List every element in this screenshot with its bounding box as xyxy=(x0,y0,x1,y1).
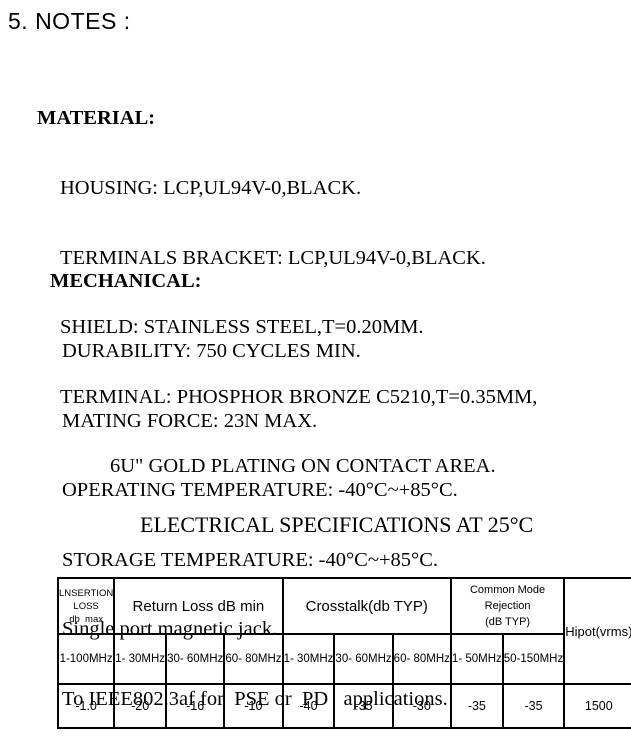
mechanical-line-durability: DURABILITY: 750 CYCLES MIN. xyxy=(62,340,361,363)
value-cell-xt2: -35 xyxy=(333,683,394,729)
mechanical-title: MECHANICAL: xyxy=(50,270,202,293)
material-line-gold-plating: 6U" GOLD PLATING ON CONTACT AREA. xyxy=(110,455,496,478)
mechanical-line-mating-force: MATING FORCE: 23N MAX. xyxy=(62,409,318,432)
freq-cell-insertion: 1-100MHz xyxy=(56,633,116,685)
header-return-loss: Return Loss dB min xyxy=(113,577,284,635)
notes-heading: 5. NOTES : xyxy=(8,8,131,34)
cmr-line1: Common Mode Rejection xyxy=(469,584,546,612)
insertion-loss-line2: LOSS xyxy=(73,600,99,612)
electrical-specs-table: LNSERTION LOSS db max Return Loss dB min… xyxy=(56,577,631,729)
mechanical-line-storage-temp: STORAGE TEMPERATURE: -40°C~+85°C. xyxy=(62,548,439,571)
electrical-specs-title: ELECTRICAL SPECIFICATIONS AT 25°C xyxy=(140,512,534,537)
value-cell-xt1: -40 xyxy=(281,683,336,729)
insertion-loss-line1: LNSERTION xyxy=(59,587,114,599)
material-line-shield: SHIELD: STAINLESS STEEL,T=0.20MM. xyxy=(60,316,424,339)
freq-cell-xt3: 60- 80MHz xyxy=(391,633,452,685)
cmr-line2: (dB TYP) xyxy=(485,616,531,628)
header-crosstalk: Crosstalk(db TYP) xyxy=(281,577,452,635)
table-header-group-row: LNSERTION LOSS db max Return Loss dB min… xyxy=(56,577,631,685)
insertion-loss-line3: db max xyxy=(69,613,103,625)
material-line-terminal: TERMINAL: PHOSPHOR BRONZE C5210,T=0.35MM… xyxy=(60,385,538,408)
header-common-mode-rejection: Common Mode Rejection (dB TYP) xyxy=(449,577,566,635)
value-cell-rl2: -16 xyxy=(165,683,226,729)
value-cell-cmr1: -35 xyxy=(449,683,504,729)
material-line-terminals-bracket: TERMINALS BRACKET: LCP,UL94V-0,BLACK. xyxy=(60,246,486,269)
header-insertion-loss: LNSERTION LOSS db max xyxy=(56,577,116,635)
table-values-row: -1.0 -20 -16 -10 -40 -35 -30 -35 -35 150… xyxy=(56,683,631,729)
value-cell-insertion: -1.0 xyxy=(56,683,116,729)
value-cell-cmr2: -35 xyxy=(501,683,566,729)
table-frequency-row: 1-100MHz 1- 30MHz 30- 60MHz 60- 80MHz 1-… xyxy=(56,633,631,685)
freq-cell-rl2: 30- 60MHz xyxy=(165,633,226,685)
value-cell-rl1: -20 xyxy=(113,683,168,729)
freq-cell-xt1: 1- 30MHz xyxy=(281,633,336,685)
freq-cell-cmr2: 50-150MHz xyxy=(501,633,566,685)
material-line-housing: HOUSING: LCP,UL94V-0,BLACK. xyxy=(60,177,362,200)
value-cell-rl3: -10 xyxy=(223,683,284,729)
freq-cell-xt2: 30- 60MHz xyxy=(333,633,394,685)
freq-cell-rl3: 60- 80MHz xyxy=(223,633,284,685)
material-section: MATERIAL: HOUSING: LCP,UL94V-0,BLACK. TE… xyxy=(37,61,537,525)
value-cell-xt3: -30 xyxy=(391,683,452,729)
mechanical-line-operating-temp: OPERATING TEMPERATURE: -40°C~+85°C. xyxy=(62,479,458,502)
freq-cell-cmr1: 1- 50MHz xyxy=(449,633,504,685)
material-title: MATERIAL: xyxy=(37,107,156,130)
value-cell-hipot: 1500 xyxy=(563,683,631,729)
header-hipot: Hipot(vrms) xyxy=(563,577,631,685)
freq-cell-rl1: 1- 30MHz xyxy=(113,633,168,685)
